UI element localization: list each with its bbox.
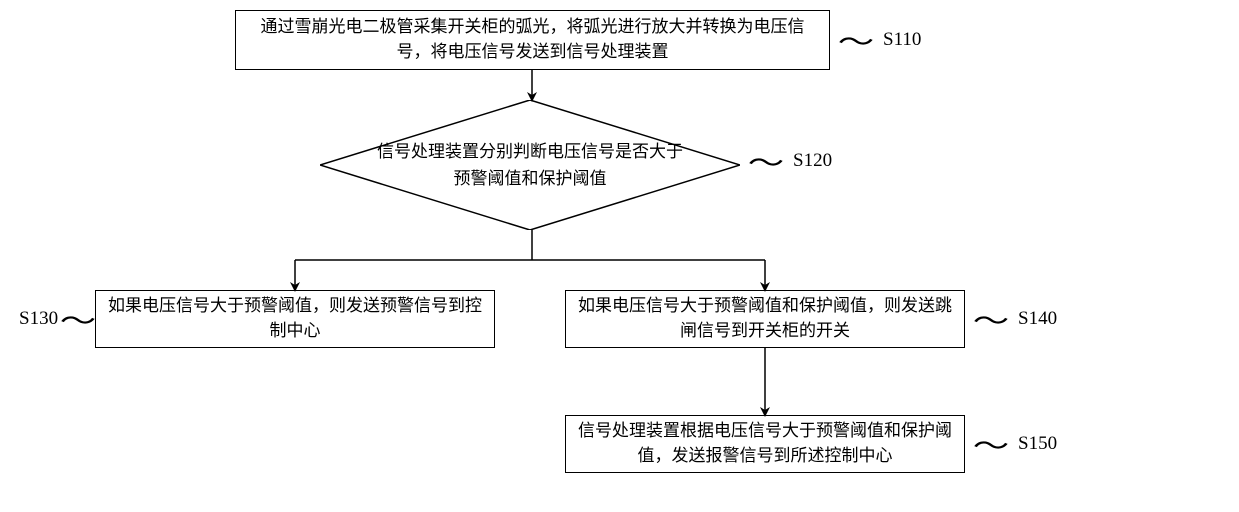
node-s150-tilde: 〜 xyxy=(973,426,1009,463)
node-s120-label: S120 xyxy=(793,150,832,172)
node-s130: 如果电压信号大于预警阈值，则发送预警信号到控制中心 xyxy=(95,290,495,348)
node-s130-label: S130 xyxy=(19,308,58,330)
node-s150-text: 信号处理装置根据电压信号大于预警阈值和保护阈值，发送报警信号到所述控制中心 xyxy=(576,419,954,468)
node-s120: 信号处理装置分别判断电压信号是否大于预警阈值和保护阈值 xyxy=(320,100,740,230)
node-s110-tilde: 〜 xyxy=(838,22,874,59)
node-s120-text: 信号处理装置分别判断电压信号是否大于预警阈值和保护阈值 xyxy=(320,100,740,230)
node-s110-text: 通过雪崩光电二极管采集开关柜的弧光，将弧光进行放大并转换为电压信号，将电压信号发… xyxy=(246,15,819,64)
node-s120-tilde: 〜 xyxy=(748,143,784,180)
node-s110: 通过雪崩光电二极管采集开关柜的弧光，将弧光进行放大并转换为电压信号，将电压信号发… xyxy=(235,10,830,70)
node-s150-label: S150 xyxy=(1018,433,1057,455)
node-s130-text: 如果电压信号大于预警阈值，则发送预警信号到控制中心 xyxy=(106,294,484,343)
node-s140-label: S140 xyxy=(1018,308,1057,330)
node-s130-tilde: 〜 xyxy=(60,301,96,338)
node-s140-tilde: 〜 xyxy=(973,301,1009,338)
node-s150: 信号处理装置根据电压信号大于预警阈值和保护阈值，发送报警信号到所述控制中心 xyxy=(565,415,965,473)
node-s140: 如果电压信号大于预警阈值和保护阈值，则发送跳闸信号到开关柜的开关 xyxy=(565,290,965,348)
node-s110-label: S110 xyxy=(883,29,921,51)
node-s140-text: 如果电压信号大于预警阈值和保护阈值，则发送跳闸信号到开关柜的开关 xyxy=(576,294,954,343)
